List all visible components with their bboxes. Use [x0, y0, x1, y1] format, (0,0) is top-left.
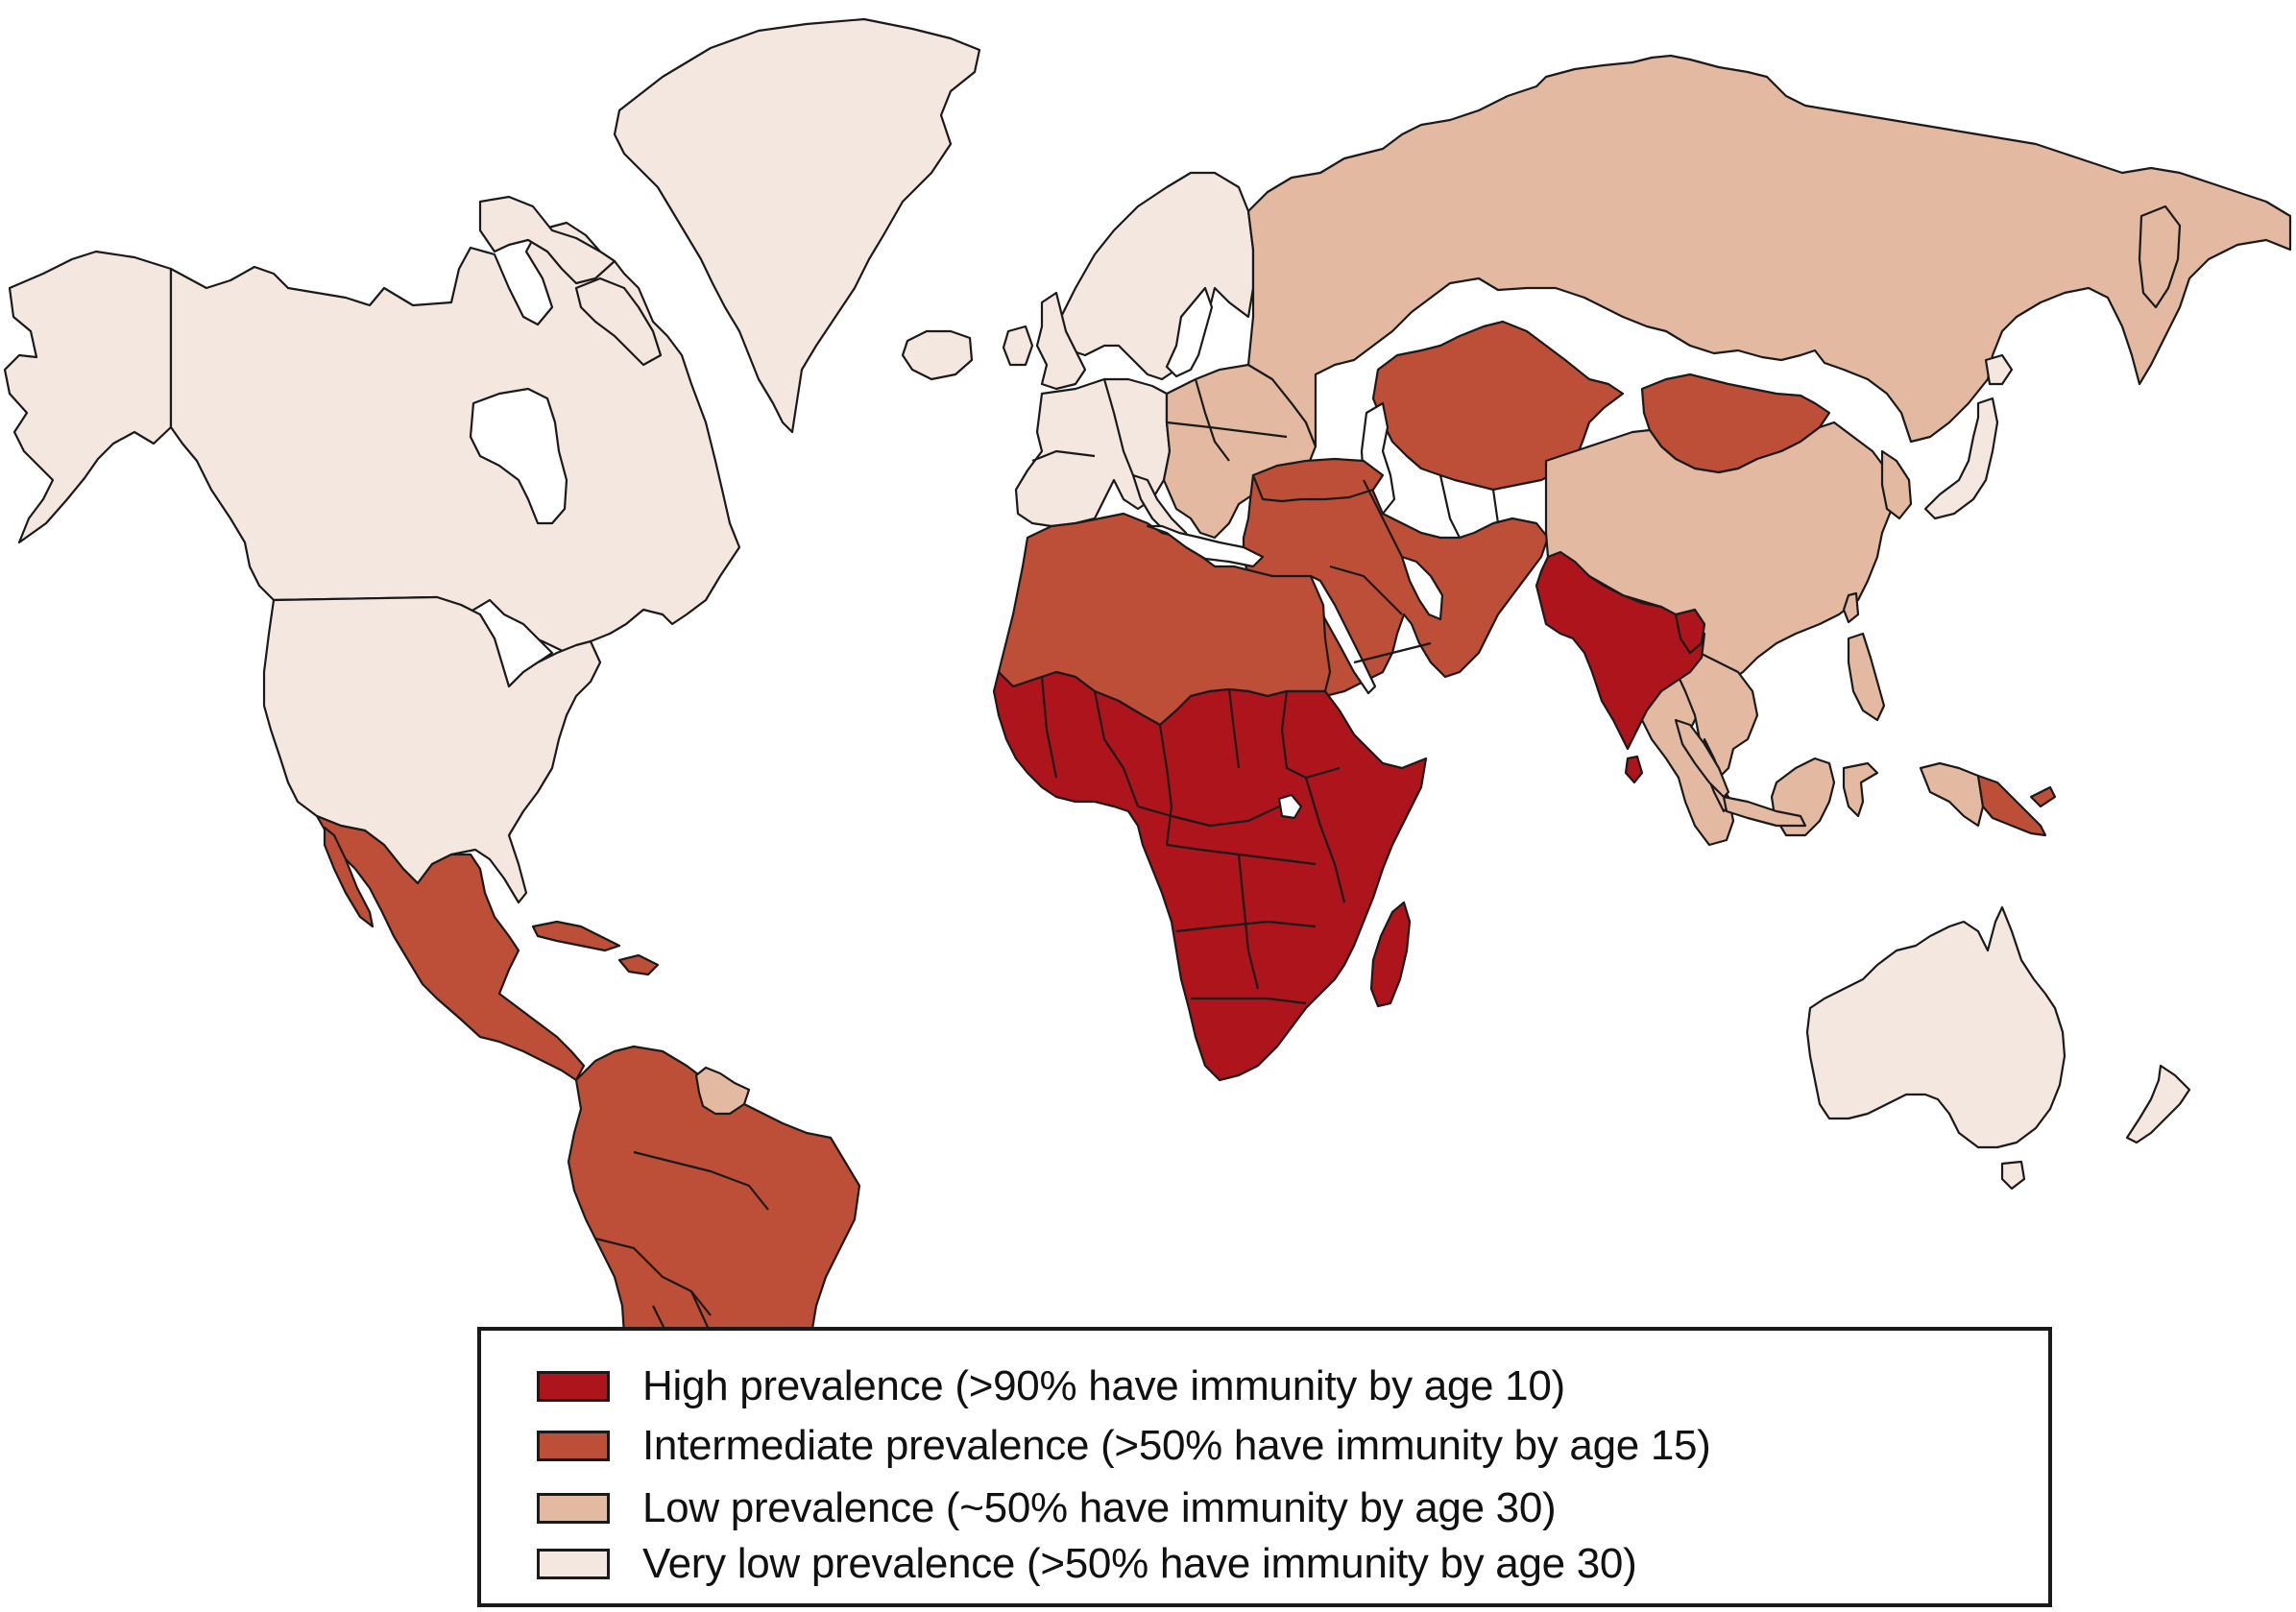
region-sumatra	[1674, 718, 1730, 799]
region-western-europe	[1014, 377, 1172, 528]
region-new-zealand	[2125, 1064, 2191, 1144]
border-eu-3	[1102, 378, 1135, 476]
water-baltic	[1165, 286, 1214, 378]
region-tasmania	[2000, 1160, 2026, 1191]
region-mexico	[315, 814, 586, 1082]
region-ireland	[1002, 325, 1034, 367]
legend-swatch-very-low	[537, 1549, 610, 1579]
region-cuba	[531, 920, 621, 952]
border-me-3	[1491, 489, 1500, 524]
border-af-3	[1158, 724, 1173, 846]
legend-label-low: Low prevalence (~50% have immunity by ag…	[642, 1484, 1557, 1531]
legend-swatch-low	[537, 1493, 610, 1524]
region-alaska	[3, 250, 173, 544]
border-af-5	[1280, 690, 1341, 780]
legend-item-very-low: Very low prevalence (>50% have immunity …	[537, 1540, 1637, 1588]
region-png-islands	[2029, 785, 2057, 808]
border-eu-4	[1031, 449, 1096, 463]
legend-item-intermediate: Intermediate prevalence (>50% have immun…	[537, 1422, 1711, 1470]
region-se-asia	[1674, 651, 1759, 780]
border-sa-1	[633, 1150, 769, 1211]
legend-swatch-high	[537, 1371, 610, 1402]
border-af-1	[1040, 676, 1058, 779]
region-kazakhstan	[1371, 320, 1625, 492]
border-af-2	[1093, 690, 1140, 807]
border-me-2	[1438, 474, 1461, 539]
region-turkey	[1251, 457, 1385, 503]
legend-label-very-low: Very low prevalence (>50% have immunity …	[642, 1540, 1637, 1587]
border-me-1	[1363, 479, 1403, 558]
border-af-4	[1227, 688, 1241, 769]
water-persian-gulf	[1400, 555, 1444, 621]
region-west-papua	[1919, 761, 1985, 828]
region-kamchatka	[2138, 205, 2182, 309]
region-russia	[1246, 54, 2292, 448]
legend-item-high: High prevalence (>90% have immunity by a…	[537, 1362, 1565, 1410]
region-hispaniola	[617, 953, 660, 976]
water-hudson-bay	[469, 387, 568, 525]
border-sa-2	[594, 1237, 712, 1316]
legend-swatch-intermediate	[537, 1431, 610, 1461]
region-philippines	[1847, 632, 1886, 722]
border-af-11	[1304, 777, 1346, 903]
region-japan	[1923, 397, 1999, 520]
region-korea	[1880, 449, 1913, 520]
region-baffin	[574, 277, 663, 367]
region-sulawesi	[1842, 761, 1879, 818]
region-hokkaido	[1984, 353, 2014, 386]
border-sa-nepal	[1588, 575, 1662, 609]
border-af-6	[1137, 805, 1280, 828]
region-arctic-islands	[478, 195, 616, 285]
region-java	[1722, 795, 1807, 828]
border-eu-2	[1166, 421, 1288, 439]
legend-label-high: High prevalence (>90% have immunity by a…	[642, 1362, 1565, 1409]
region-png	[1976, 774, 2047, 837]
region-baja	[323, 826, 375, 928]
region-australia	[1805, 905, 2066, 1149]
region-sub-saharan-africa	[992, 670, 1428, 1082]
border-af-9	[1237, 854, 1260, 990]
water-mediterranean	[1146, 524, 1265, 568]
border-af-10	[1191, 997, 1307, 1005]
legend-box: High prevalence (>90% have immunity by a…	[477, 1327, 2052, 1607]
region-greenland	[613, 17, 981, 434]
region-uk	[1035, 291, 1087, 391]
border-af-8	[1175, 920, 1317, 933]
legend-label-intermediate: Intermediate prevalence (>50% have immun…	[642, 1422, 1711, 1469]
border-me-4	[1329, 565, 1403, 615]
border-me-5	[1353, 641, 1432, 664]
water-lake-victoria	[1277, 793, 1303, 820]
legend-item-low: Low prevalence (~50% have immunity by ag…	[537, 1484, 1557, 1532]
region-iceland	[901, 329, 974, 381]
region-taiwan	[1842, 591, 1860, 624]
region-madagascar	[1369, 901, 1412, 1008]
region-canada	[169, 221, 741, 655]
region-scandinavia	[1054, 171, 1255, 381]
region-guianas	[694, 1066, 751, 1116]
region-sri-lanka	[1624, 755, 1644, 784]
region-bangladesh	[1674, 608, 1706, 655]
